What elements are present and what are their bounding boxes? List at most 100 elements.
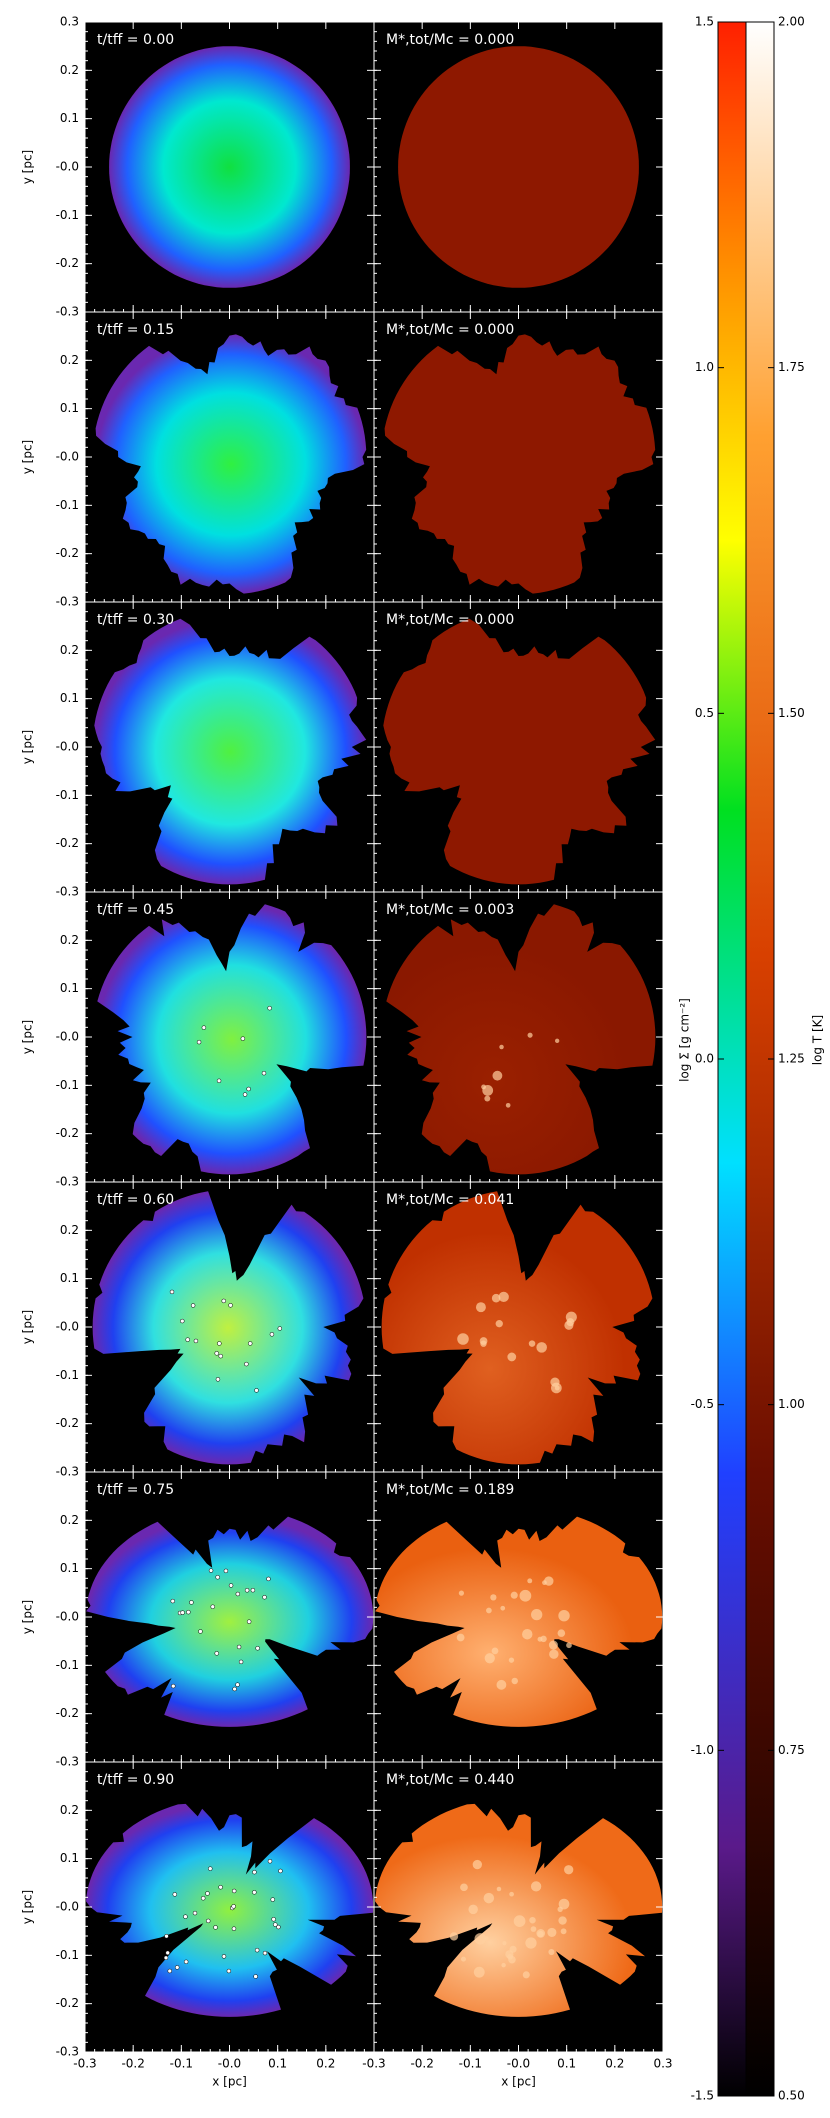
- hot-spot: [509, 1891, 514, 1897]
- star: [180, 1610, 185, 1615]
- star: [231, 1888, 237, 1894]
- star: [200, 1896, 206, 1901]
- density-map: [97, 904, 367, 1175]
- star: [201, 1025, 207, 1030]
- temperature-map: [398, 46, 639, 288]
- star: [254, 1388, 259, 1393]
- hot-spot: [557, 1629, 566, 1637]
- x-tick-label: 0.1: [557, 2057, 576, 2071]
- y-tick-label: -0.2: [56, 1416, 79, 1430]
- hot-spot: [558, 1916, 567, 1925]
- star: [217, 1341, 222, 1346]
- colorbar-tick-label: 0.0: [695, 1052, 714, 1066]
- hot-spot: [530, 1926, 537, 1932]
- y-tick-label: -0.1: [56, 208, 79, 222]
- y-tick-label: -0.1: [56, 1078, 79, 1092]
- hot-spot: [456, 1633, 465, 1642]
- y-tick-label: -0.3: [56, 595, 79, 609]
- panel-label: M*,tot/Mc = 0.000: [386, 612, 514, 628]
- hot-spot: [536, 1929, 546, 1938]
- hot-spot: [522, 1971, 530, 1979]
- hot-spot: [565, 1311, 577, 1323]
- hot-spot: [474, 1933, 486, 1945]
- x-tick-label: 0.3: [653, 2057, 672, 2071]
- colorbar-tick-label: 1.00: [778, 1397, 805, 1411]
- x-tick-label: -0.1: [459, 2057, 482, 2071]
- y-tick-label: -0.1: [56, 1368, 79, 1382]
- hot-spot: [536, 1342, 547, 1353]
- hot-spot: [564, 1865, 574, 1875]
- hot-spot: [508, 1657, 515, 1663]
- hot-spot: [511, 1677, 518, 1685]
- star: [273, 1922, 278, 1927]
- star: [216, 1078, 222, 1084]
- star: [252, 1890, 257, 1895]
- colorbar-tick-label: 0.75: [778, 1743, 805, 1757]
- star: [262, 1594, 267, 1600]
- star: [252, 1869, 257, 1875]
- hot-spot: [502, 1941, 507, 1946]
- y-tick-label: -0.0: [56, 1610, 79, 1624]
- star: [193, 1338, 199, 1344]
- star: [218, 1353, 223, 1359]
- star: [189, 1600, 194, 1605]
- panel-label: t/tff = 0.75: [97, 1482, 174, 1498]
- star: [171, 1683, 176, 1689]
- star: [172, 1892, 178, 1897]
- x-tick-label: -0.3: [73, 2057, 96, 2071]
- hot-spot: [491, 1293, 501, 1303]
- star: [269, 1332, 275, 1337]
- y-tick-label: -0.2: [56, 1126, 79, 1140]
- hot-spot: [495, 1320, 503, 1328]
- star: [169, 1289, 175, 1295]
- hot-spot: [492, 1070, 503, 1081]
- y-tick-label: -0.0: [56, 1900, 79, 1914]
- x-axis-label: x [pc]: [501, 2075, 536, 2089]
- temperature-map: [386, 904, 656, 1175]
- x-tick-label: -0.2: [121, 2057, 144, 2071]
- star: [277, 1326, 283, 1331]
- colorbar-tick-label: 0.5: [695, 706, 714, 720]
- star: [228, 1303, 233, 1308]
- hot-spot: [505, 1102, 511, 1108]
- y-tick-label: 0.1: [60, 691, 79, 705]
- colorbar-label: log Σ [g cm⁻²]: [678, 998, 692, 1082]
- hot-spot: [481, 1084, 487, 1090]
- y-tick-label: -0.0: [56, 1030, 79, 1044]
- hot-spot: [527, 1032, 533, 1038]
- hot-spot: [457, 1333, 469, 1345]
- y-tick-label: -0.0: [56, 1320, 79, 1334]
- star: [198, 1629, 203, 1634]
- hot-spot: [529, 1916, 536, 1924]
- star: [164, 1933, 169, 1939]
- hot-spot: [460, 1956, 466, 1962]
- star: [244, 1361, 249, 1367]
- star: [250, 1587, 256, 1593]
- star: [262, 1950, 268, 1956]
- hot-spot: [527, 1578, 533, 1584]
- hot-spot: [505, 1950, 514, 1959]
- temperature-map: [384, 334, 656, 594]
- star: [205, 1891, 210, 1896]
- temperature-map: [375, 1803, 663, 2017]
- colorbar-tick-label: 2.00: [778, 15, 805, 29]
- x-tick-label: -0.1: [170, 2057, 193, 2071]
- hot-spot: [544, 1576, 554, 1586]
- y-tick-label: -0.1: [56, 1658, 79, 1672]
- y-tick-label: -0.1: [56, 498, 79, 512]
- y-tick-label: 0.2: [60, 353, 79, 367]
- x-tick-label: 0.2: [316, 2057, 335, 2071]
- y-tick-label: -0.3: [56, 1755, 79, 1769]
- y-tick-label: 0.2: [60, 63, 79, 77]
- y-tick-label: -0.2: [56, 836, 79, 850]
- y-axis-label: y [pc]: [21, 1310, 35, 1345]
- star: [235, 1682, 240, 1687]
- star: [266, 1576, 271, 1582]
- hot-spot: [548, 1948, 555, 1956]
- star: [192, 1910, 198, 1916]
- y-tick-label: -0.2: [56, 1706, 79, 1720]
- hot-spot: [460, 1883, 468, 1892]
- hot-spot: [484, 1095, 491, 1102]
- y-axis-label: y [pc]: [21, 730, 35, 765]
- hot-spot: [560, 1928, 567, 1935]
